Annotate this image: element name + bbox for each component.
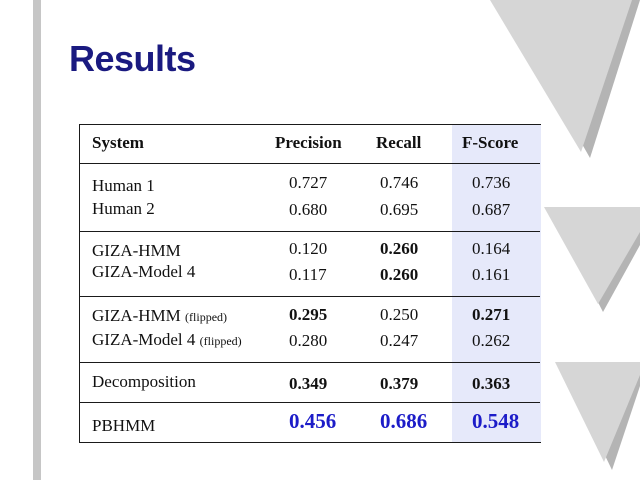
recall-human-2: 0.695	[380, 200, 419, 219]
precision-pbhmm: 0.456	[289, 409, 337, 433]
recall-giza-hmm: 0.260	[380, 239, 419, 258]
header-recall: Recall	[376, 133, 422, 152]
header-fscore: F-Score	[462, 133, 519, 152]
precision-giza-model4-flipped: 0.280	[289, 331, 328, 350]
row-divider	[80, 402, 540, 403]
left-accent-bar	[33, 0, 41, 480]
fscore-giza-model4: 0.161	[472, 265, 511, 284]
recall-pbhmm: 0.686	[380, 409, 428, 433]
fscore-pbhmm: 0.548	[472, 409, 520, 433]
precision-giza-model4: 0.117	[289, 265, 327, 284]
results-table: System Precision Recall F-Score Human 1 …	[79, 124, 541, 443]
fscore-giza-hmm: 0.164	[472, 239, 511, 258]
triangle-2	[544, 207, 640, 304]
precision-giza-hmm: 0.120	[289, 239, 328, 258]
system-giza-hmm-flipped: GIZA-HMM (flipped)	[92, 306, 227, 327]
row-divider	[80, 362, 540, 363]
fscore-decomposition: 0.363	[472, 374, 511, 393]
triangle-1	[490, 0, 632, 152]
header-precision: Precision	[275, 133, 342, 152]
system-human-2: Human 2	[92, 199, 155, 218]
system-name: GIZA-HMM	[92, 306, 181, 325]
triangle-3	[555, 362, 640, 462]
precision-decomposition: 0.349	[289, 374, 328, 393]
system-decomposition: Decomposition	[92, 372, 196, 391]
recall-giza-model4-flipped: 0.247	[380, 331, 419, 350]
fscore-giza-model4-flipped: 0.262	[472, 331, 511, 350]
recall-decomposition: 0.379	[380, 374, 419, 393]
system-pbhmm: PBHMM	[92, 416, 156, 435]
row-divider	[80, 231, 540, 232]
flipped-note: (flipped)	[185, 310, 228, 324]
recall-giza-hmm-flipped: 0.250	[380, 305, 419, 324]
fscore-column-highlight	[452, 125, 541, 442]
system-giza-hmm: GIZA-HMM	[92, 241, 181, 260]
row-divider	[80, 163, 540, 164]
recall-giza-model4: 0.260	[380, 265, 419, 284]
system-giza-model4-flipped: GIZA-Model 4 (flipped)	[92, 330, 242, 351]
system-giza-model4: GIZA-Model 4	[92, 262, 196, 281]
precision-giza-hmm-flipped: 0.295	[289, 305, 328, 324]
precision-human-2: 0.680	[289, 200, 328, 219]
flipped-note: (flipped)	[199, 334, 242, 348]
system-name: GIZA-Model 4	[92, 330, 196, 349]
header-system: System	[92, 133, 144, 152]
fscore-human-2: 0.687	[472, 200, 511, 219]
fscore-giza-hmm-flipped: 0.271	[472, 305, 511, 324]
precision-human-1: 0.727	[289, 173, 328, 192]
row-divider	[80, 296, 540, 297]
system-human-1: Human 1	[92, 176, 155, 195]
recall-human-1: 0.746	[380, 173, 419, 192]
fscore-human-1: 0.736	[472, 173, 511, 192]
slide-title: Results	[69, 38, 196, 79]
